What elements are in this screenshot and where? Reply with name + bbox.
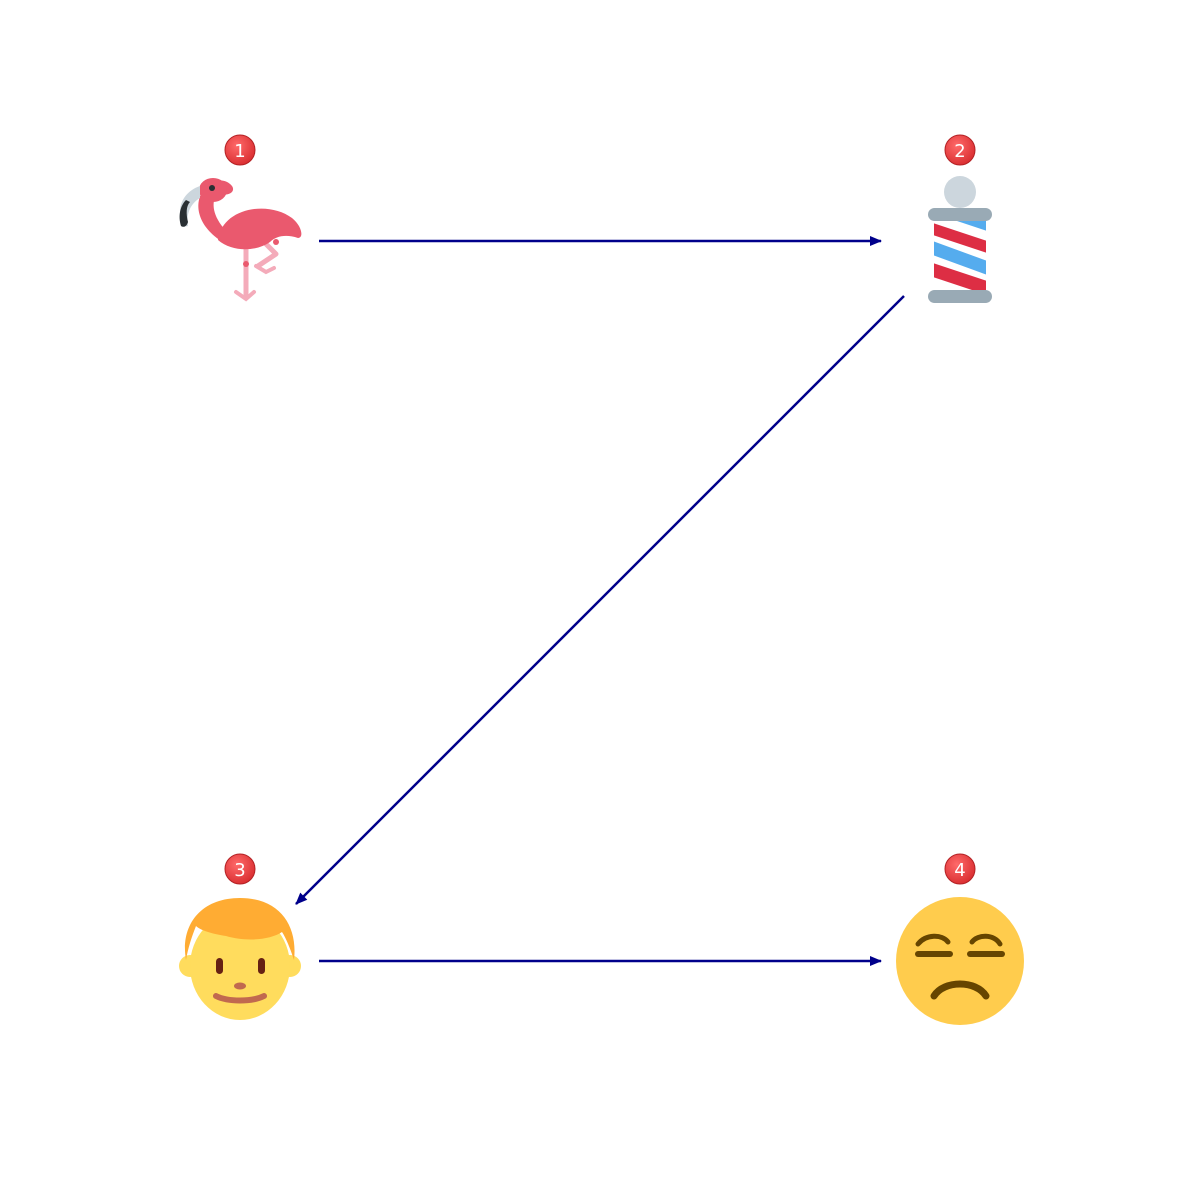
badge-1: 1: [224, 134, 256, 166]
flamingo-icon: [179, 178, 302, 302]
edges: [295, 236, 905, 966]
unamused-face-icon: [896, 897, 1024, 1025]
badge-4-label: 4: [954, 860, 965, 881]
badge-4: 4: [944, 853, 976, 885]
boy-face-icon: [179, 898, 301, 1020]
node-4: 4: [896, 853, 1024, 1025]
badge-2-label: 2: [954, 141, 965, 162]
badge-3: 3: [224, 853, 256, 885]
badge-3-label: 3: [234, 860, 245, 881]
arrow-2-to-3: [295, 295, 905, 905]
barber-pole-icon: [928, 176, 992, 303]
node-3: 3: [179, 853, 301, 1020]
badge-1-label: 1: [234, 141, 245, 162]
node-1: 1: [179, 134, 302, 302]
node-2: 2: [928, 134, 992, 303]
badge-2: 2: [944, 134, 976, 166]
